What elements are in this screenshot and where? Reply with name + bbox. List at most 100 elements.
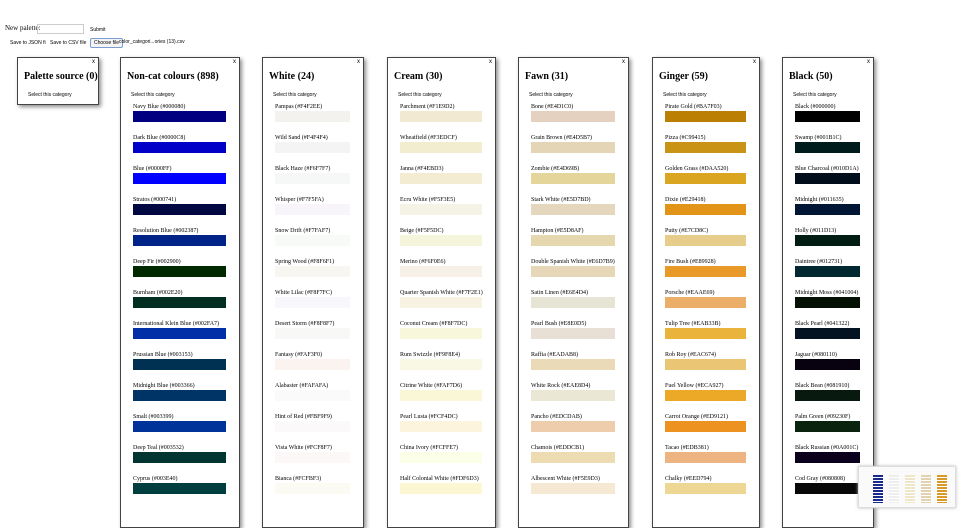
- color-label: Snow Drift (#F7FAF7): [275, 228, 331, 234]
- select-category-button[interactable]: Select this category: [659, 90, 711, 100]
- select-category-button[interactable]: Select this category: [789, 90, 841, 100]
- thumb-stripe: [905, 475, 915, 503]
- color-label: Half Colonial White (#FDF6D3): [400, 476, 479, 482]
- close-button[interactable]: x: [753, 59, 756, 65]
- color-swatch: [400, 204, 482, 215]
- close-button[interactable]: x: [357, 59, 360, 65]
- color-label: Rob Roy (#EAC674): [665, 352, 716, 358]
- color-swatch: [531, 328, 615, 339]
- color-swatch: [795, 173, 860, 184]
- color-label: Janna (#F4EBD3): [400, 166, 444, 172]
- color-label: International Klein Blue (#002FA7): [133, 321, 220, 327]
- color-label: Coconut Cream (#F8F7DC): [400, 321, 468, 327]
- color-swatch: [665, 266, 746, 277]
- color-label: Fuel Yellow (#ECA927): [665, 383, 724, 389]
- color-swatch: [275, 173, 350, 184]
- color-label: Blue (#0000FF): [133, 166, 172, 172]
- color-swatch: [400, 142, 482, 153]
- color-swatch: [531, 266, 615, 277]
- close-button[interactable]: x: [489, 59, 492, 65]
- palette-input[interactable]: [37, 24, 84, 34]
- color-swatch: [665, 204, 746, 215]
- close-button[interactable]: x: [233, 59, 236, 65]
- color-swatch: [275, 266, 350, 277]
- color-swatch: [531, 297, 615, 308]
- color-swatch: [275, 483, 350, 494]
- color-swatch: [531, 173, 615, 184]
- panel-title: Ginger (59): [659, 71, 708, 82]
- color-swatch: [665, 235, 746, 246]
- color-label: Pampas (#F4F2EE): [275, 104, 323, 110]
- color-swatch: [795, 297, 860, 308]
- color-label: Alabaster (#FAFAFA): [275, 383, 329, 389]
- color-label: Wheatfield (#F3EDCF): [400, 135, 457, 141]
- color-swatch: [795, 390, 860, 401]
- color-swatch: [400, 173, 482, 184]
- color-swatch: [275, 359, 350, 370]
- category-panel: x Fawn (31) Select this category Bone (#E4D…: [518, 57, 629, 528]
- color-swatch: [531, 204, 615, 215]
- thumb-stripe: [889, 475, 899, 503]
- color-swatch: [133, 483, 226, 494]
- select-category-button[interactable]: Select this category: [394, 90, 446, 100]
- color-label: Hampton (#E5D8AF): [531, 228, 584, 234]
- close-button[interactable]: x: [92, 59, 95, 65]
- submit-button[interactable]: Submit: [86, 25, 110, 35]
- color-swatch: [133, 173, 226, 184]
- color-swatch: [795, 328, 860, 339]
- color-swatch: [665, 390, 746, 401]
- color-swatch: [275, 142, 350, 153]
- color-swatch: [133, 142, 226, 153]
- color-label: Pancho (#EDCDAB): [531, 414, 582, 420]
- color-swatch: [400, 266, 482, 277]
- color-swatch: [133, 266, 226, 277]
- color-label: Burnham (#002E20): [133, 290, 183, 296]
- color-label: Vista White (#FCF8F7): [275, 445, 332, 451]
- select-category-button[interactable]: Select this category: [525, 90, 577, 100]
- color-label: Raffia (#EADAB8): [531, 352, 579, 358]
- color-label: Citrine White (#FAF7D6): [400, 383, 463, 389]
- color-label: Resolution Blue (#002387): [133, 228, 199, 234]
- color-label: Double Spanish White (#E6D7B9): [531, 259, 615, 265]
- panel-title: Fawn (31): [525, 71, 569, 82]
- select-category-button[interactable]: Select this category: [269, 90, 321, 100]
- color-label: Blue Charcoal (#010D1A): [795, 166, 859, 172]
- close-button[interactable]: x: [867, 59, 870, 65]
- color-label: Cod Gray (#080808): [795, 476, 845, 482]
- color-label: Deep Fir (#002900): [133, 259, 181, 265]
- color-label: Smalt (#003399): [133, 414, 174, 420]
- panel-title: Non-cat colours (898): [127, 71, 219, 82]
- color-label: Pizza (#C99415): [665, 135, 706, 141]
- new-palette-label: New palette:: [5, 24, 41, 32]
- color-label: Dixie (#E29418): [665, 197, 706, 203]
- color-label: Merino (#F6F0E6): [400, 259, 446, 265]
- color-label: Carrot Orange (#ED9121): [665, 414, 728, 420]
- color-swatch: [665, 142, 746, 153]
- panel-title: Black (50): [789, 71, 833, 82]
- color-swatch: [133, 328, 226, 339]
- color-swatch: [400, 328, 482, 339]
- color-label: Chamois (#EDDCB1): [531, 445, 585, 451]
- color-swatch: [275, 235, 350, 246]
- select-category-button[interactable]: Select this category: [127, 90, 179, 100]
- color-label: Wild Sand (#F4F4F4): [275, 135, 328, 141]
- select-category-button[interactable]: Select this category: [24, 90, 76, 100]
- choose-file-button[interactable]: Choose file: [90, 38, 124, 48]
- color-swatch: [531, 111, 615, 122]
- color-label: Bone (#E4D1C0): [531, 104, 574, 110]
- color-swatch: [400, 452, 482, 463]
- color-swatch: [531, 390, 615, 401]
- color-label: Bianca (#FCFBF3): [275, 476, 322, 482]
- panel-title: White (24): [269, 71, 315, 82]
- color-label: Jaguar (#080110): [795, 352, 837, 358]
- close-button[interactable]: x: [622, 59, 625, 65]
- color-swatch: [400, 297, 482, 308]
- color-swatch: [531, 142, 615, 153]
- color-label: Black (#000000): [795, 104, 836, 110]
- color-label: China Ivory (#FCFFE7): [400, 445, 459, 451]
- color-label: Spring Wood (#F8F6F1): [275, 259, 335, 265]
- save-csv-button[interactable]: Save to CSV file: [46, 38, 91, 48]
- color-swatch: [133, 452, 226, 463]
- color-swatch: [665, 297, 746, 308]
